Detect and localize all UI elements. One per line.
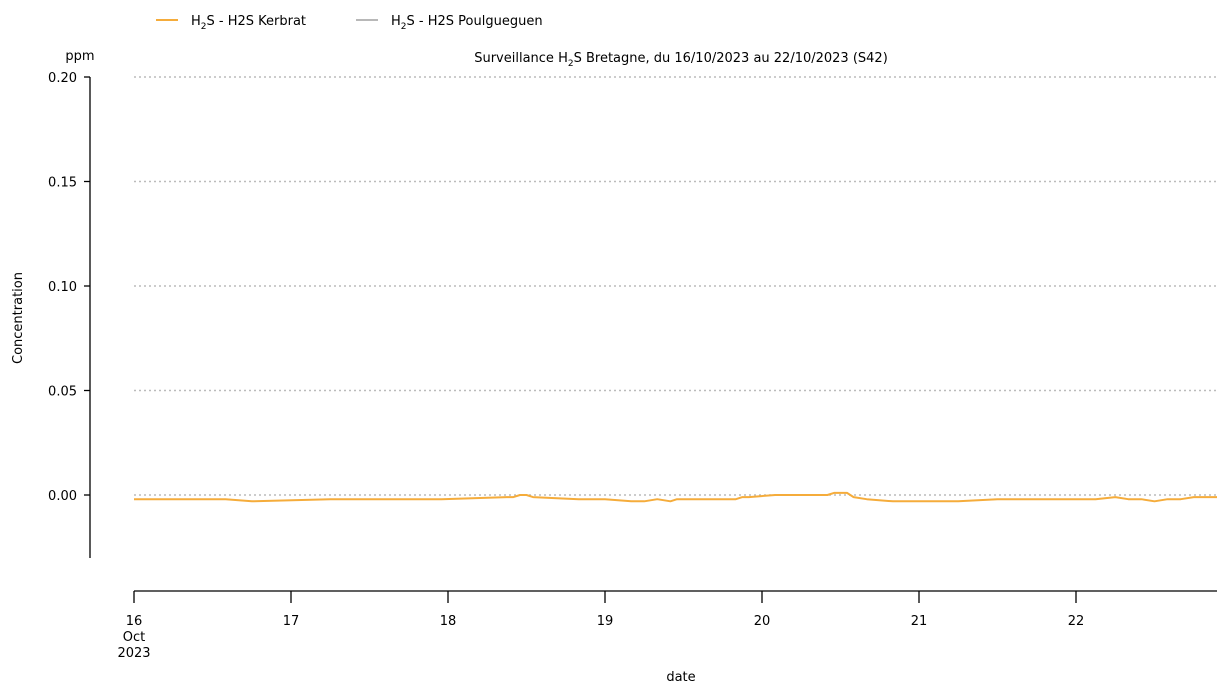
x-tick-label: 18	[440, 614, 457, 629]
y-unit-label: ppm	[65, 49, 94, 64]
x-axis-label: date	[666, 670, 695, 682]
y-tick-label: 0.20	[48, 71, 77, 86]
y-tick-label: 0.05	[48, 385, 77, 400]
x-tick-label: 21	[911, 614, 928, 629]
x-tick-label: 2023	[117, 646, 150, 661]
y-tick-label: 0.00	[48, 489, 77, 504]
legend-label-kerbrat: H2S - H2S Kerbrat	[191, 14, 306, 32]
y-axis-label: Concentration	[11, 272, 26, 364]
legend: H2S - H2S Kerbrat H2S - H2S Poulgueguen	[156, 14, 543, 32]
x-tick-label: Oct	[123, 630, 145, 645]
chart-title: Surveillance H2S Bretagne, du 16/10/2023…	[474, 51, 888, 69]
y-tick-label: 0.10	[48, 280, 77, 295]
legend-item-kerbrat[interactable]: H2S - H2S Kerbrat	[156, 14, 306, 32]
grid-layer	[134, 76, 1217, 496]
series-line-0	[134, 491, 1217, 503]
x-tick-label: 19	[597, 614, 614, 629]
y-tick-label: 0.15	[48, 176, 77, 191]
x-tick-label: 22	[1068, 614, 1085, 629]
x-tick-label: 16	[126, 614, 143, 629]
series-layer	[134, 491, 1217, 503]
y-ticks: 0.20 0.15 0.10 0.05 0.00	[48, 71, 90, 504]
x-tick-label: 20	[754, 614, 771, 629]
x-tick-label: 17	[283, 614, 300, 629]
legend-label-poulgueguen: H2S - H2S Poulgueguen	[391, 14, 543, 32]
legend-item-poulgueguen[interactable]: H2S - H2S Poulgueguen	[356, 14, 543, 32]
